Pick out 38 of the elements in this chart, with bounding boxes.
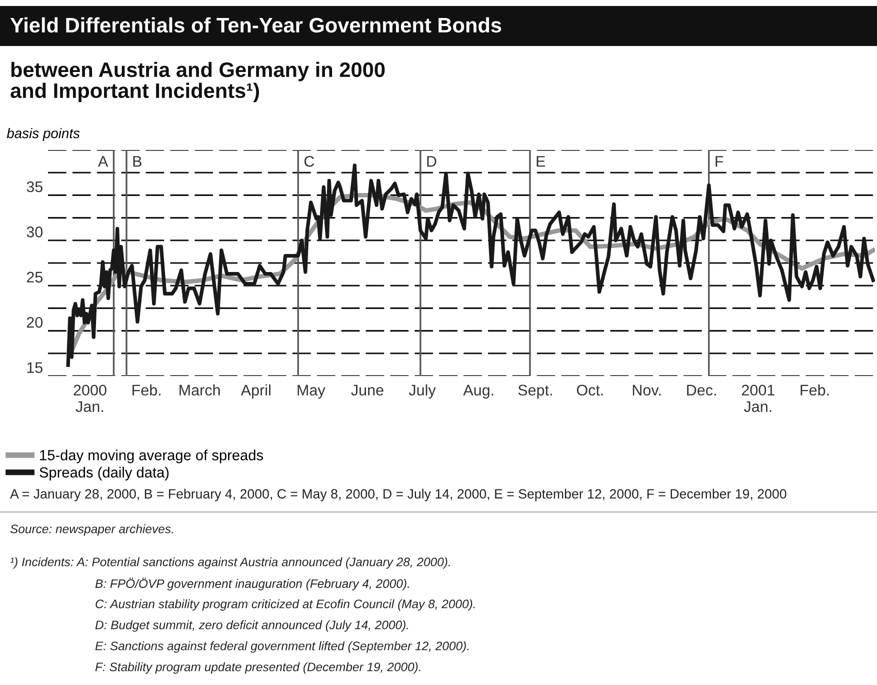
x-tick-label: July <box>408 384 436 399</box>
x-tick-label: Sept. <box>518 384 552 399</box>
chart-title: Yield Differentials of Ten-Year Government Bonds <box>10 17 502 33</box>
x-tick-label: Feb. <box>800 384 829 396</box>
text: ¹) Incidents: A: Potential sanctions against Austria announced (January 28, 2000). <box>10 557 450 569</box>
x-tick-label: April <box>240 384 270 399</box>
y-tick-label: 35 <box>26 181 42 192</box>
legend-label: Spreads (daily data) <box>40 466 169 480</box>
y-tick-label: 20 <box>26 316 43 328</box>
x-tick-label: Dec. <box>687 384 716 396</box>
text: E: Sanctions against federal government lifted (September 12, 2000). <box>95 641 469 653</box>
x-tick-label: Nov. <box>632 384 661 396</box>
x-tick-label: Feb. <box>132 384 160 396</box>
x-tick-label: Aug. <box>463 384 494 399</box>
x-tick-label: May <box>298 384 326 399</box>
text: F: Stability program update presented (December 19, 2000). <box>95 662 420 674</box>
ref-line-label: A <box>98 156 108 167</box>
text: D: Budget summit, zero deficit announced (July 14, 2000). <box>95 620 408 632</box>
y-tick-label: 25 <box>26 272 42 283</box>
ref-line-label: D <box>427 156 436 167</box>
x-tick-label: June <box>351 384 384 396</box>
y-axis-title: basis points <box>6 128 80 141</box>
ref-line-label: F <box>716 156 724 167</box>
text: C: Austrian stability program criticized at Ecofin Council (May 8, 2000). <box>96 599 475 611</box>
x-tick-label: 2000 Jan. <box>74 384 106 412</box>
ref-line-label: C <box>304 156 314 167</box>
x-tick-label: Oct. <box>576 384 603 396</box>
legend-label: 15-day moving average of spreads <box>40 450 263 464</box>
chart-subtitle: between Austria and Germany in 2000 and Important Incidents¹) <box>10 62 385 102</box>
x-tick-label: 2001 Jan. <box>742 384 774 412</box>
y-tick-label: 15 <box>27 362 42 373</box>
ref-line-label: E <box>536 156 546 167</box>
ref-line-label: B <box>133 156 142 167</box>
text: A = January 28, 2000, B = February 4, 2000, C = May 8, 2000, D = July 14, 2000, E = September 12, 2000, F = December 19, 2000 <box>10 488 786 502</box>
y-tick-label: 30 <box>26 226 43 238</box>
text: B: FPÖ/ÖVP government inauguration (February 4, 2000). <box>95 578 409 590</box>
source-note: Source: newspaper archieves. <box>10 524 173 536</box>
x-tick-label: March <box>180 384 220 396</box>
